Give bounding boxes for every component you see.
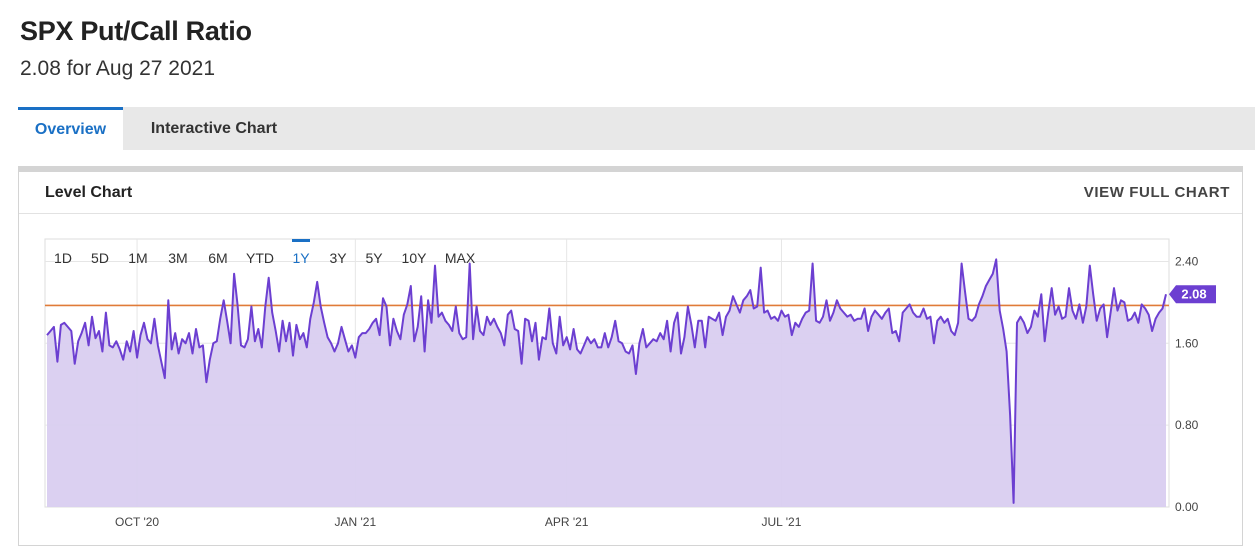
range-button-6m[interactable]: 6M xyxy=(208,250,227,266)
panel-title: Level Chart xyxy=(45,184,133,201)
range-button-3m[interactable]: 3M xyxy=(168,250,187,266)
tab-interactive-chart[interactable]: Interactive Chart xyxy=(150,119,278,137)
range-button-ytd[interactable]: YTD xyxy=(246,250,274,266)
page-title: SPX Put/Call Ratio xyxy=(20,16,252,46)
view-full-chart-link[interactable]: VIEW FULL CHART xyxy=(1083,184,1230,201)
tab-overview[interactable]: Overview xyxy=(18,107,123,150)
tab-bar: Overview Interactive Chart xyxy=(18,107,1255,150)
range-button-10y[interactable]: 10Y xyxy=(402,250,428,266)
range-button-max[interactable]: MAX xyxy=(445,250,476,266)
range-selector: 1D 5D 1M 3M 6M YTD 1Y 3Y 5Y 10Y MAX xyxy=(54,239,476,266)
level-chart-panel: Level Chart VIEW FULL CHART xyxy=(18,166,1243,546)
page-subtitle: 2.08 for Aug 27 2021 xyxy=(20,57,215,80)
range-button-5y[interactable]: 5Y xyxy=(365,250,383,266)
range-button-1m[interactable]: 1M xyxy=(128,250,147,266)
panel-header: Level Chart VIEW FULL CHART xyxy=(19,172,1242,214)
range-button-1d[interactable]: 1D xyxy=(54,250,72,266)
range-button-3y[interactable]: 3Y xyxy=(329,250,347,266)
range-button-5d[interactable]: 5D xyxy=(91,250,109,266)
range-button-1y[interactable]: 1Y xyxy=(292,250,310,266)
